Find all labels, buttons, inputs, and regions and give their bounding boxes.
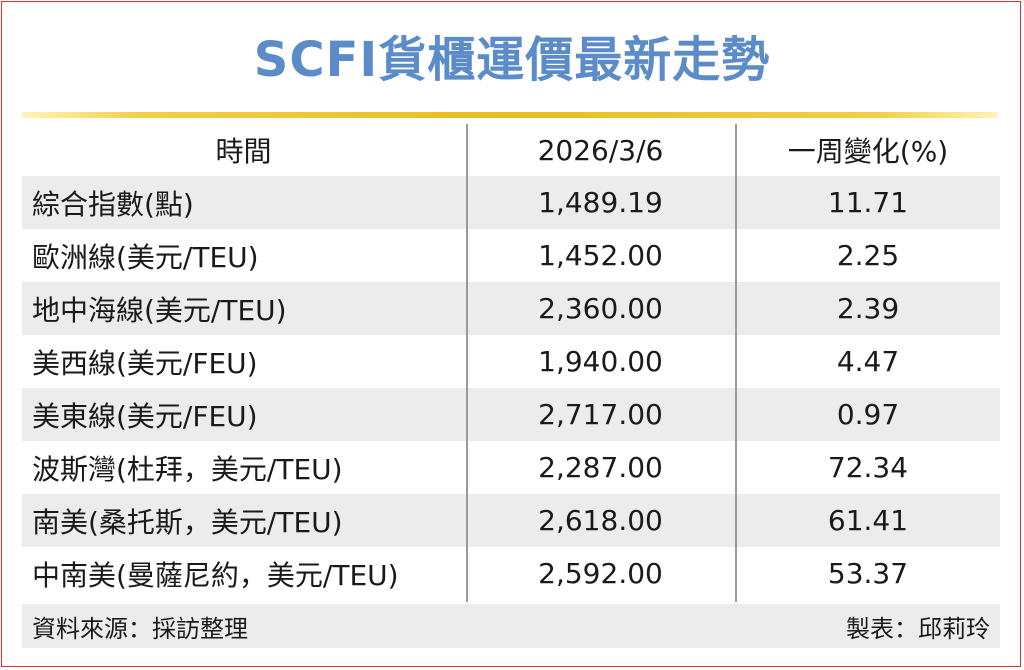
table-header-row: 時間 2026/3/6 一周變化(%) bbox=[22, 124, 1000, 176]
route-label: 南美(桑托斯，美元/TEU) bbox=[32, 505, 343, 539]
rate-value: 2,618.00 bbox=[538, 504, 663, 537]
table-row: 美西線(美元/FEU) 1,940.00 4.47 bbox=[22, 335, 1000, 388]
rate-value: 2,717.00 bbox=[538, 398, 663, 431]
route-label: 波斯灣(杜拜，美元/TEU) bbox=[32, 452, 343, 486]
table-row: 波斯灣(杜拜，美元/TEU) 2,287.00 72.34 bbox=[22, 441, 1000, 494]
change-value: 2.39 bbox=[836, 292, 900, 325]
title-divider bbox=[22, 112, 998, 118]
credit-note: 製表：邱莉玲 bbox=[846, 614, 990, 643]
route-label: 歐洲線(美元/TEU) bbox=[32, 240, 259, 274]
change-value: 61.41 bbox=[827, 504, 909, 537]
table-row: 歐洲線(美元/TEU) 1,452.00 2.25 bbox=[22, 229, 1000, 282]
rate-value: 1,452.00 bbox=[538, 239, 663, 272]
table-row: 南美(桑托斯，美元/TEU) 2,618.00 61.41 bbox=[22, 494, 1000, 547]
table-row: 地中海線(美元/TEU) 2,360.00 2.39 bbox=[22, 282, 1000, 335]
header-weekly-change: 一周變化(%) bbox=[787, 135, 949, 168]
rate-value: 2,287.00 bbox=[538, 451, 663, 484]
change-value: 11.71 bbox=[827, 186, 909, 219]
route-label: 美西線(美元/FEU) bbox=[32, 346, 258, 380]
route-label: 中南美(曼薩尼約，美元/TEU) bbox=[32, 558, 399, 592]
table-row: 中南美(曼薩尼約，美元/TEU) 2,592.00 53.37 bbox=[22, 547, 1000, 600]
rate-value: 1,940.00 bbox=[538, 345, 663, 378]
page-title: SCFI貨櫃運價最新走勢 bbox=[253, 32, 771, 88]
route-label: 綜合指數(點) bbox=[32, 187, 194, 221]
change-value: 53.37 bbox=[827, 557, 909, 590]
route-label: 地中海線(美元/TEU) bbox=[32, 293, 287, 327]
change-value: 4.47 bbox=[836, 345, 900, 378]
freight-rate-table: 時間 2026/3/6 一周變化(%) 綜合指數(點) 1,489.19 11.… bbox=[22, 124, 1000, 600]
table-row: 綜合指數(點) 1,489.19 11.71 bbox=[22, 176, 1000, 229]
change-value: 72.34 bbox=[827, 451, 909, 484]
source-note: 資料來源：採訪整理 bbox=[32, 614, 248, 643]
header-date: 2026/3/6 bbox=[537, 133, 664, 167]
change-value: 2.25 bbox=[836, 239, 900, 272]
column-divider bbox=[466, 124, 468, 602]
rate-value: 2,592.00 bbox=[538, 557, 663, 590]
table-footer: 資料來源：採訪整理 製表：邱莉玲 bbox=[22, 604, 1000, 648]
rate-value: 2,360.00 bbox=[538, 292, 663, 325]
route-label: 美東線(美元/FEU) bbox=[32, 399, 258, 433]
header-time: 時間 bbox=[215, 135, 272, 168]
rate-value: 1,489.19 bbox=[538, 186, 663, 219]
table-row: 美東線(美元/FEU) 2,717.00 0.97 bbox=[22, 388, 1000, 441]
change-value: 0.97 bbox=[836, 398, 900, 431]
column-divider bbox=[735, 124, 737, 602]
